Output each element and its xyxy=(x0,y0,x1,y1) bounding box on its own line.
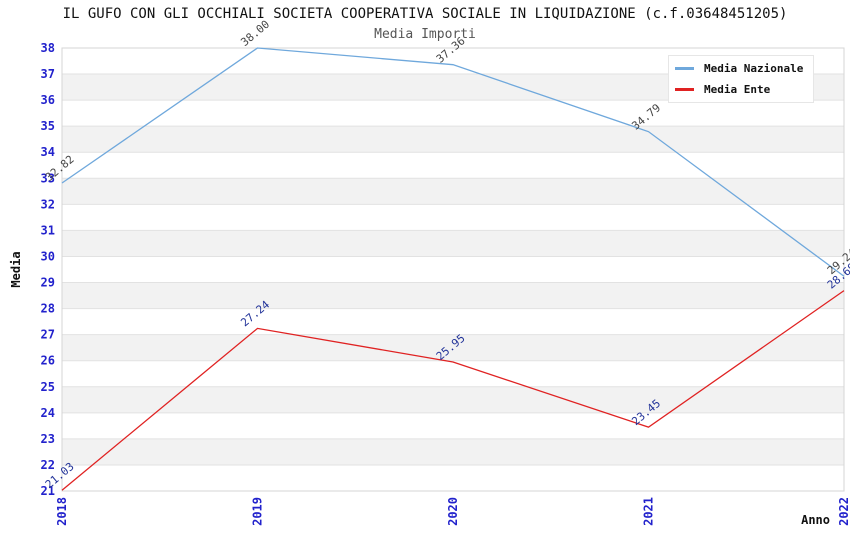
y-tick-label: 35 xyxy=(41,119,55,133)
chart-subtitle: Media Importi xyxy=(374,27,476,42)
y-tick-label: 29 xyxy=(41,276,55,290)
x-tick-label: 2018 xyxy=(55,497,69,526)
x-axis-title: Anno xyxy=(801,513,830,527)
legend-label: Media Nazionale xyxy=(704,62,804,76)
legend: Media Nazionale Media Ente xyxy=(668,55,814,103)
y-tick-label: 26 xyxy=(41,354,55,368)
plot-band xyxy=(62,204,844,231)
x-tick-label: 2021 xyxy=(642,497,656,526)
plot-band xyxy=(62,230,844,257)
y-tick-label: 28 xyxy=(41,302,55,316)
y-tick-label: 38 xyxy=(41,41,55,55)
legend-swatch-nazionale xyxy=(675,67,694,71)
plot-band xyxy=(62,282,844,309)
y-tick-label: 31 xyxy=(41,223,55,237)
y-tick-label: 27 xyxy=(41,328,55,342)
y-tick-label: 25 xyxy=(41,380,55,394)
y-tick-label: 23 xyxy=(41,432,55,446)
plot-band xyxy=(62,412,844,439)
plot-band xyxy=(62,152,844,179)
y-tick-label: 36 xyxy=(41,93,55,107)
y-tick-label: 22 xyxy=(41,458,55,472)
y-tick-label: 24 xyxy=(41,406,55,420)
plot-border xyxy=(61,47,845,492)
y-tick-label: 34 xyxy=(41,145,55,159)
x-tick-label: 2022 xyxy=(837,497,850,526)
plot-band xyxy=(62,178,844,205)
legend-item-media-ente: Media Ente xyxy=(675,79,807,99)
plot-band xyxy=(62,360,844,387)
y-tick-label: 30 xyxy=(41,249,55,263)
y-tick-label: 33 xyxy=(41,171,55,185)
y-axis-title: Media xyxy=(9,251,23,287)
plot-band xyxy=(62,308,844,335)
plot-band xyxy=(62,334,844,361)
y-tick-label: 37 xyxy=(41,67,55,81)
plot-band xyxy=(62,464,844,491)
series-line-0 xyxy=(61,47,845,277)
legend-label: Media Ente xyxy=(704,82,771,96)
legend-item-media-nazionale: Media Nazionale xyxy=(675,59,807,79)
plot-band xyxy=(62,438,844,465)
plot-band xyxy=(62,256,844,283)
plot-band xyxy=(62,126,844,153)
point-label: 38.00 xyxy=(238,18,272,49)
legend-swatch-ente xyxy=(675,87,694,91)
plot-band xyxy=(62,100,844,127)
chart-title: IL GUFO CON GLI OCCHIALI SOCIETA COOPERA… xyxy=(62,6,788,22)
x-tick-label: 2020 xyxy=(446,497,460,526)
x-tick-label: 2019 xyxy=(251,497,265,526)
series-line-1 xyxy=(61,290,845,491)
y-tick-label: 21 xyxy=(41,484,55,498)
y-tick-label: 32 xyxy=(41,197,55,211)
plot-band xyxy=(62,386,844,413)
